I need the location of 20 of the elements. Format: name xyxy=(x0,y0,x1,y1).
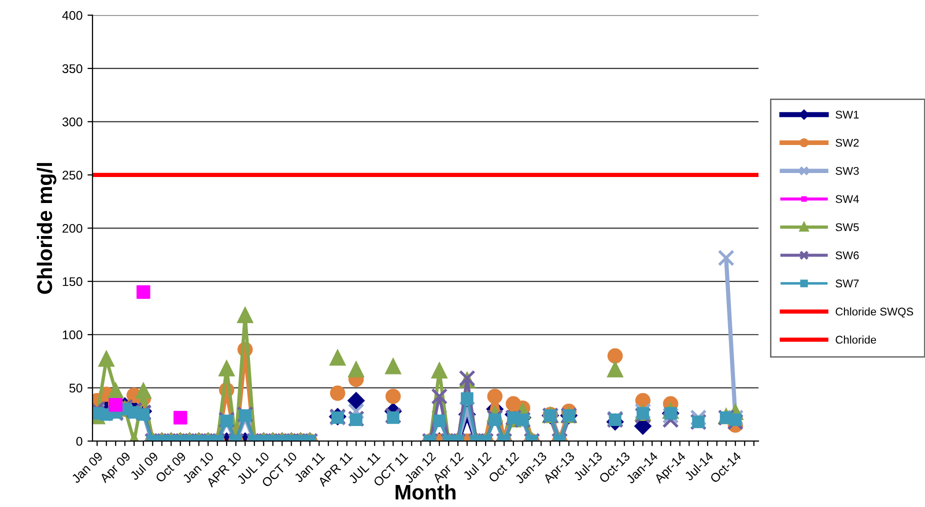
legend-label: SW6 xyxy=(836,251,859,260)
y-tick-label: 350 xyxy=(62,64,82,74)
legend-label: SW3 xyxy=(836,166,859,175)
y-tick-label: 200 xyxy=(62,224,82,233)
y-tick-label: 50 xyxy=(69,384,82,393)
legend-label: SW7 xyxy=(836,280,859,288)
legend-label: SW5 xyxy=(836,223,859,232)
legend-label: SW4 xyxy=(836,195,859,203)
y-tick-label: 150 xyxy=(62,277,82,286)
y-tick-label: 400 xyxy=(62,11,82,20)
x-axis-title: Month xyxy=(396,484,456,500)
y-tick-label: 300 xyxy=(62,117,82,126)
legend-label: SW2 xyxy=(836,138,859,147)
y-tick-label: 250 xyxy=(62,170,82,180)
y-tick-label: 100 xyxy=(62,330,82,340)
legend-label: SW1 xyxy=(836,110,859,119)
legend-label: Chloride xyxy=(836,336,876,344)
y-tick-label: 0 xyxy=(76,436,82,446)
legend-label: Chloride SWQS xyxy=(836,307,914,318)
y-axis-title: Chloride mg/l xyxy=(36,163,56,294)
